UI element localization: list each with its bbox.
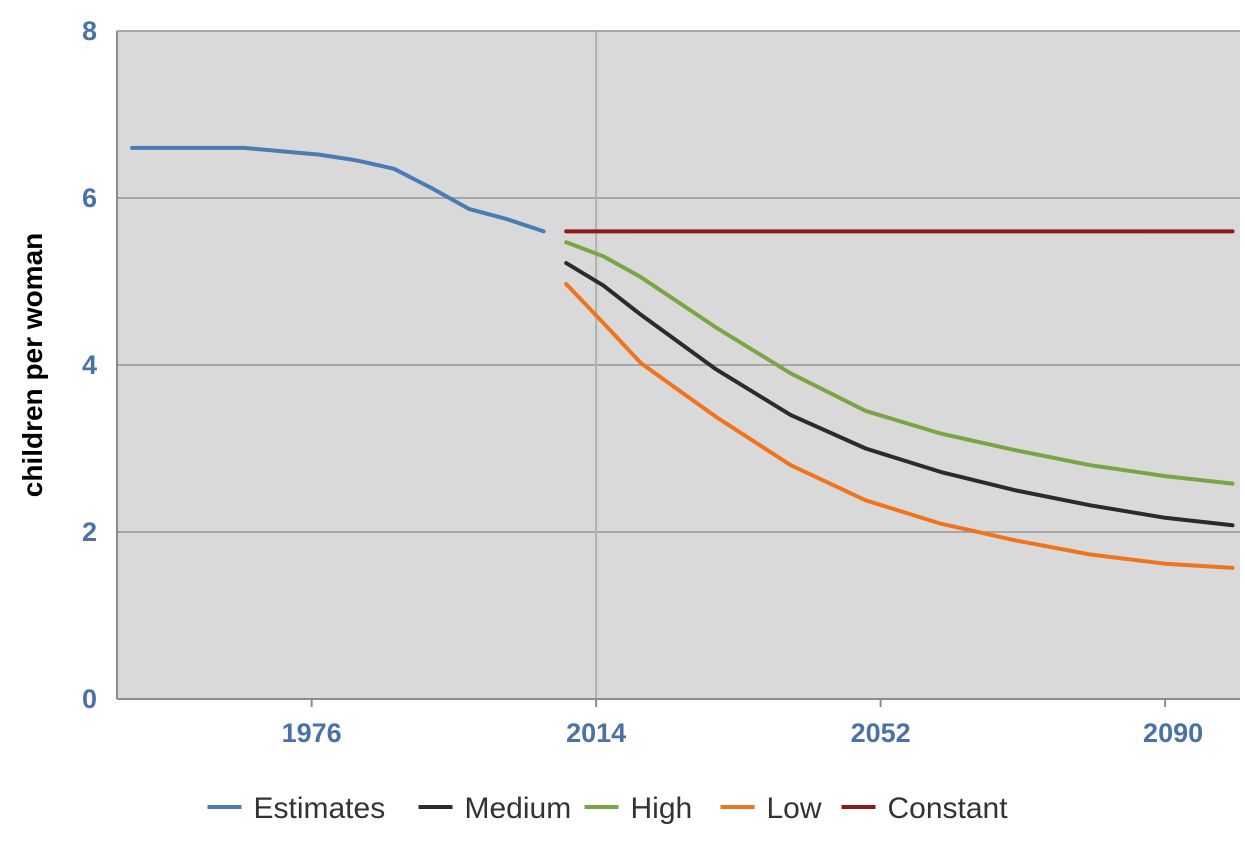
legend-label-medium: Medium: [465, 792, 572, 825]
y-axis-title: children per woman: [17, 233, 48, 498]
series-line-high: [564, 240, 1235, 486]
y-tick-label: 8: [82, 16, 97, 46]
grid-layer: [117, 30, 1240, 699]
series-line-low: [564, 282, 1235, 570]
legend: Estimates Medium High Low Constant: [207, 792, 1009, 825]
x-tick-label: 2090: [1143, 718, 1203, 748]
legend-label-estimates: Estimates: [254, 792, 386, 825]
legend-label-low: Low: [767, 792, 822, 825]
x-tick-label: 2052: [851, 718, 911, 748]
x-tick-label: 2014: [566, 718, 626, 748]
x-tick-label: 1976: [282, 718, 342, 748]
series-line-estimates: [130, 145, 546, 234]
series-layer: [130, 145, 1235, 570]
y-tick-label: 2: [82, 517, 97, 547]
y-tick-label: 6: [82, 183, 97, 213]
legend-label-high: High: [631, 792, 693, 825]
y-tick-label: 0: [82, 684, 97, 714]
series-line-medium: [564, 261, 1235, 528]
legend-label-constant: Constant: [888, 792, 1009, 825]
axis-layer: 0 2 4 6 8 1976 2014 2052 2090: [82, 16, 1240, 748]
y-tick-label: 4: [82, 350, 97, 380]
